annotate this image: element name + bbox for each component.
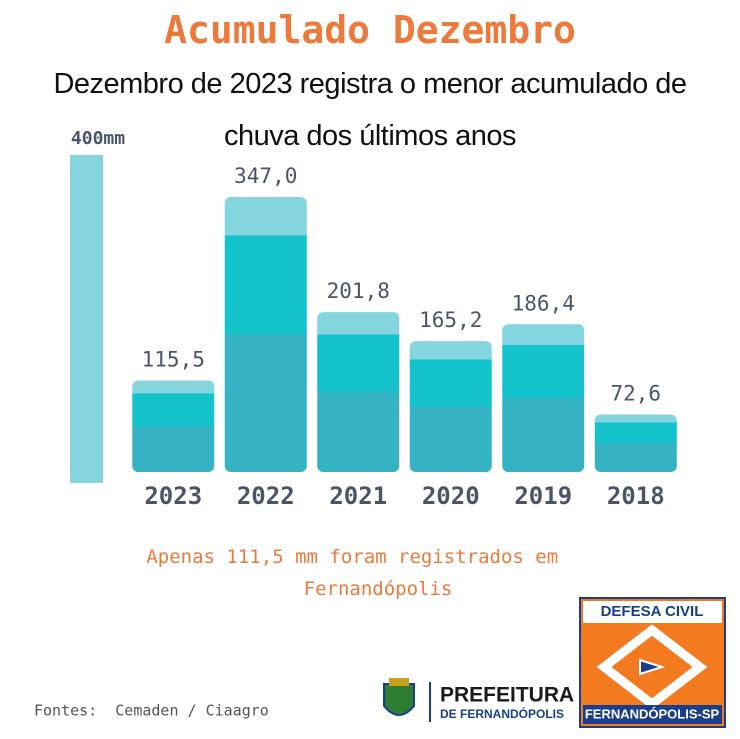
x-tick-label: 2019 bbox=[514, 482, 572, 510]
prefeitura-logo: PREFEITURA DE FERNANDÓPOLIS bbox=[383, 678, 574, 722]
logo-band bbox=[583, 601, 722, 623]
bar bbox=[132, 380, 215, 472]
logo-band bbox=[583, 705, 722, 724]
x-tick-label: 2020 bbox=[422, 482, 480, 510]
note-line: Fernandópolis bbox=[304, 578, 453, 600]
logo-diamond bbox=[596, 624, 708, 710]
defesa-civil-logo: DEFESA CIVIL FERNANDÓPOLIS-SP bbox=[579, 597, 726, 728]
value-label: 115,5 bbox=[142, 347, 205, 371]
note-line: Apenas 111,5 mm foram registrados em bbox=[146, 546, 558, 568]
bar bbox=[224, 197, 307, 472]
value-label: 186,4 bbox=[512, 291, 575, 315]
logo-text: DE FERNANDÓPOLIS bbox=[440, 706, 564, 721]
x-tick-label: 2023 bbox=[144, 482, 202, 510]
bar bbox=[502, 324, 585, 472]
chart-subtitle: Dezembro de 2023 registra o menor acumul… bbox=[53, 68, 687, 152]
crest bbox=[383, 683, 415, 716]
logo-text: DEFESA CIVIL bbox=[601, 603, 704, 620]
scale-bar bbox=[70, 155, 103, 483]
bar bbox=[594, 414, 677, 472]
note: Apenas 111,5 mm foram registrados em Fer… bbox=[146, 546, 569, 600]
value-label: 165,2 bbox=[419, 308, 482, 332]
x-tick-label: 2018 bbox=[607, 482, 665, 510]
value-label: 72,6 bbox=[610, 381, 661, 405]
logo-text: PREFEITURA bbox=[440, 684, 574, 707]
bar bbox=[409, 341, 492, 472]
value-label: 201,8 bbox=[327, 279, 390, 303]
bar bbox=[317, 312, 400, 472]
logo-text: FERNANDÓPOLIS-SP bbox=[585, 706, 720, 721]
chart-title: Acumulado Dezembro bbox=[164, 8, 576, 52]
source: Fontes: Cemaden / Ciaagro bbox=[34, 702, 269, 720]
x-tick-label: 2021 bbox=[329, 482, 387, 510]
logo-arrow bbox=[639, 658, 666, 676]
y-tick-label: 400mm bbox=[71, 128, 125, 149]
x-tick-label: 2022 bbox=[237, 482, 295, 510]
value-label: 347,0 bbox=[234, 164, 297, 188]
crest-crown bbox=[389, 678, 409, 686]
